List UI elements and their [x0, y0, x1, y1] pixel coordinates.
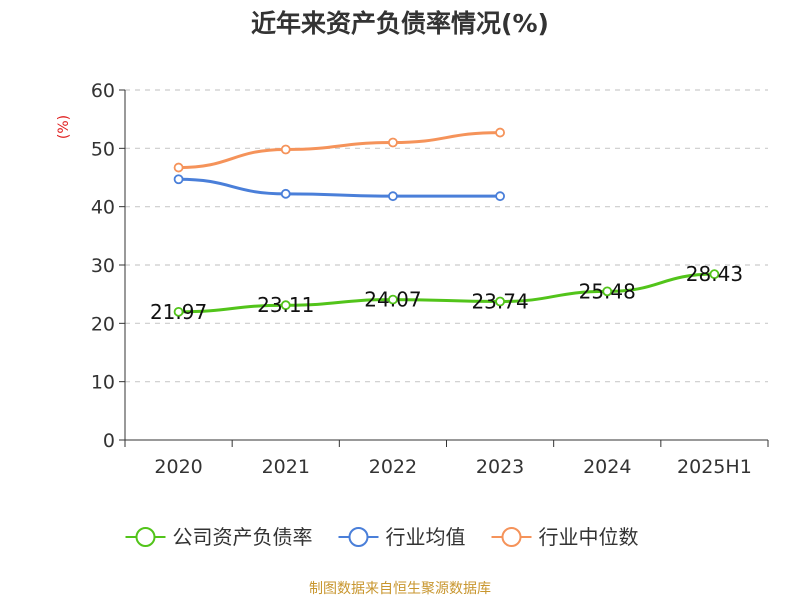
x-tick-label: 2023 [476, 456, 524, 478]
legend-label: 行业中位数 [539, 525, 639, 549]
series-line [177, 177, 502, 198]
data-label: 23.11 [257, 293, 314, 317]
data-labels: 21.97 23.11 24.07 23.74 25.48 28.43 [150, 262, 743, 324]
axes: 0 10 20 30 40 50 60 (%) 2020 2021 2022 2023 2024 2025… [56, 80, 769, 478]
series-line [177, 131, 502, 170]
y-tick-label: 10 [91, 372, 115, 394]
chart-title: 近年来资产负债率情况(%) [251, 9, 549, 38]
x-tick-label: 2020 [154, 456, 202, 478]
series-lines [173, 127, 720, 317]
data-point [280, 300, 291, 311]
data-label: 23.74 [471, 290, 528, 314]
legend-marker [135, 527, 156, 547]
data-point [388, 191, 398, 202]
grid-lines [125, 89, 768, 383]
data-point [173, 162, 184, 173]
source-note: 制图数据来自恒生聚源数据库 [309, 581, 491, 597]
y-tick-label: 20 [91, 313, 115, 335]
y-tick-label: 0 [103, 430, 115, 452]
data-point [280, 188, 291, 199]
data-point [280, 144, 291, 155]
legend-marker [348, 527, 369, 547]
data-point [495, 191, 505, 202]
x-tick-label: 2024 [583, 456, 631, 478]
data-point [173, 306, 184, 317]
data-point [602, 286, 613, 297]
y-tick-label: 40 [91, 197, 115, 219]
x-tick-label: 2025H1 [677, 456, 752, 478]
legend-marker [501, 527, 522, 547]
legend: 公司资产负债率 行业均值 行业中位数 [125, 525, 639, 549]
y-axis-label: (%) [56, 115, 72, 139]
data-point [495, 296, 505, 307]
data-point [173, 174, 184, 185]
x-tick-label: 2021 [262, 456, 310, 478]
y-tick-label: 60 [91, 80, 115, 102]
data-point [388, 137, 398, 148]
data-point [388, 294, 398, 305]
data-label: 21.97 [150, 300, 207, 324]
y-tick-label: 30 [91, 255, 115, 277]
data-point [709, 269, 720, 280]
data-point [495, 127, 505, 138]
x-tick-label: 2022 [369, 456, 417, 478]
legend-label: 行业均值 [386, 525, 466, 549]
data-label: 25.48 [579, 279, 636, 303]
legend-label: 公司资产负债率 [173, 525, 313, 549]
data-label: 28.43 [686, 262, 743, 286]
series-line [177, 272, 716, 314]
data-label: 24.07 [364, 288, 421, 312]
y-tick-label: 50 [91, 138, 115, 160]
